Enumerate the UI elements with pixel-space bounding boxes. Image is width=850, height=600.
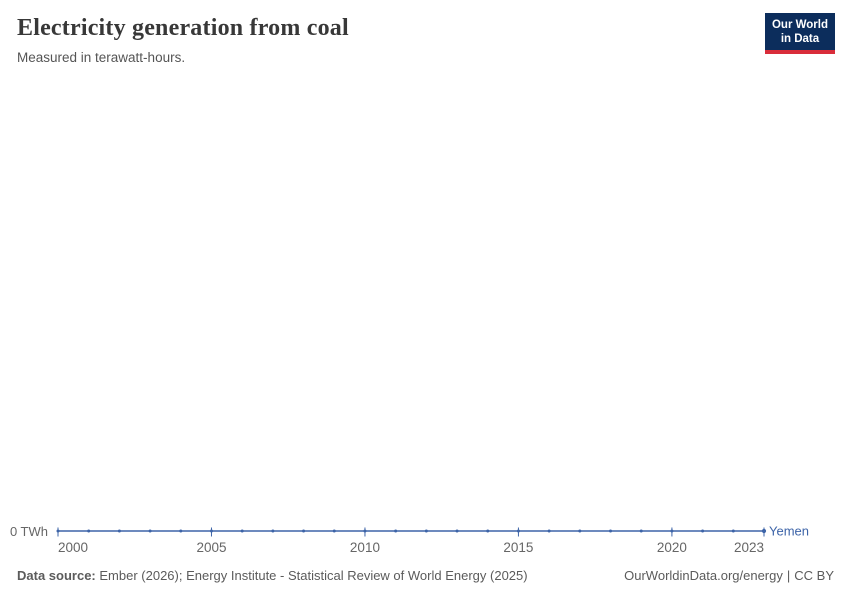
data-point (761, 528, 767, 534)
data-point (209, 529, 213, 533)
owid-logo[interactable]: Our World in Data (764, 13, 835, 54)
data-point (56, 529, 60, 533)
data-point (486, 529, 490, 533)
chart-footer: Data source: Ember (2026); Energy Instit… (17, 568, 834, 583)
data-point (455, 529, 459, 533)
x-axis-tick-label: 2010 (350, 540, 380, 555)
data-point (87, 529, 91, 533)
data-point (701, 529, 705, 533)
data-point (731, 529, 735, 533)
data-source-label: Data source: (17, 568, 96, 583)
owid-logo-line1: Our World (771, 19, 828, 31)
chart-subtitle: Measured in terawatt-hours. (17, 49, 186, 65)
license-link[interactable]: CC BY (794, 568, 834, 583)
data-point (240, 529, 244, 533)
data-point (332, 529, 336, 533)
data-point (117, 529, 121, 533)
data-point (271, 529, 275, 533)
x-axis-tick-label: 2005 (196, 540, 226, 555)
x-axis-tick-label: 2000 (58, 540, 88, 555)
data-point (516, 529, 520, 533)
footer-links: OurWorldinData.org/energy | CC BY (624, 568, 834, 583)
data-point (547, 529, 551, 533)
data-point (639, 529, 643, 533)
data-point (578, 529, 582, 533)
owid-url-link[interactable]: OurWorldinData.org/energy (624, 568, 783, 583)
data-point (148, 529, 152, 533)
data-point (363, 529, 367, 533)
data-point (179, 529, 183, 533)
y-axis-tick-label: 0 TWh (10, 524, 48, 539)
chart-header: Electricity generation from coal Measure… (17, 14, 349, 65)
x-axis-tick-label: 2023 (734, 540, 764, 555)
footer-separator: | (786, 568, 791, 583)
data-point (394, 529, 398, 533)
x-axis-tick-label: 2020 (657, 540, 687, 555)
data-source-note: Data source: Ember (2026); Energy Instit… (17, 568, 528, 583)
owid-logo-line2: in Data (780, 33, 820, 46)
page-title: Electricity generation from coal (17, 15, 349, 41)
x-axis-tick-label: 2015 (503, 540, 533, 555)
data-point (302, 529, 306, 533)
data-point (424, 529, 428, 533)
entity-label-yemen[interactable]: Yemen (769, 524, 809, 539)
data-source-text: Ember (2026); Energy Institute - Statist… (99, 568, 528, 583)
data-point (670, 529, 674, 533)
data-point (609, 529, 613, 533)
